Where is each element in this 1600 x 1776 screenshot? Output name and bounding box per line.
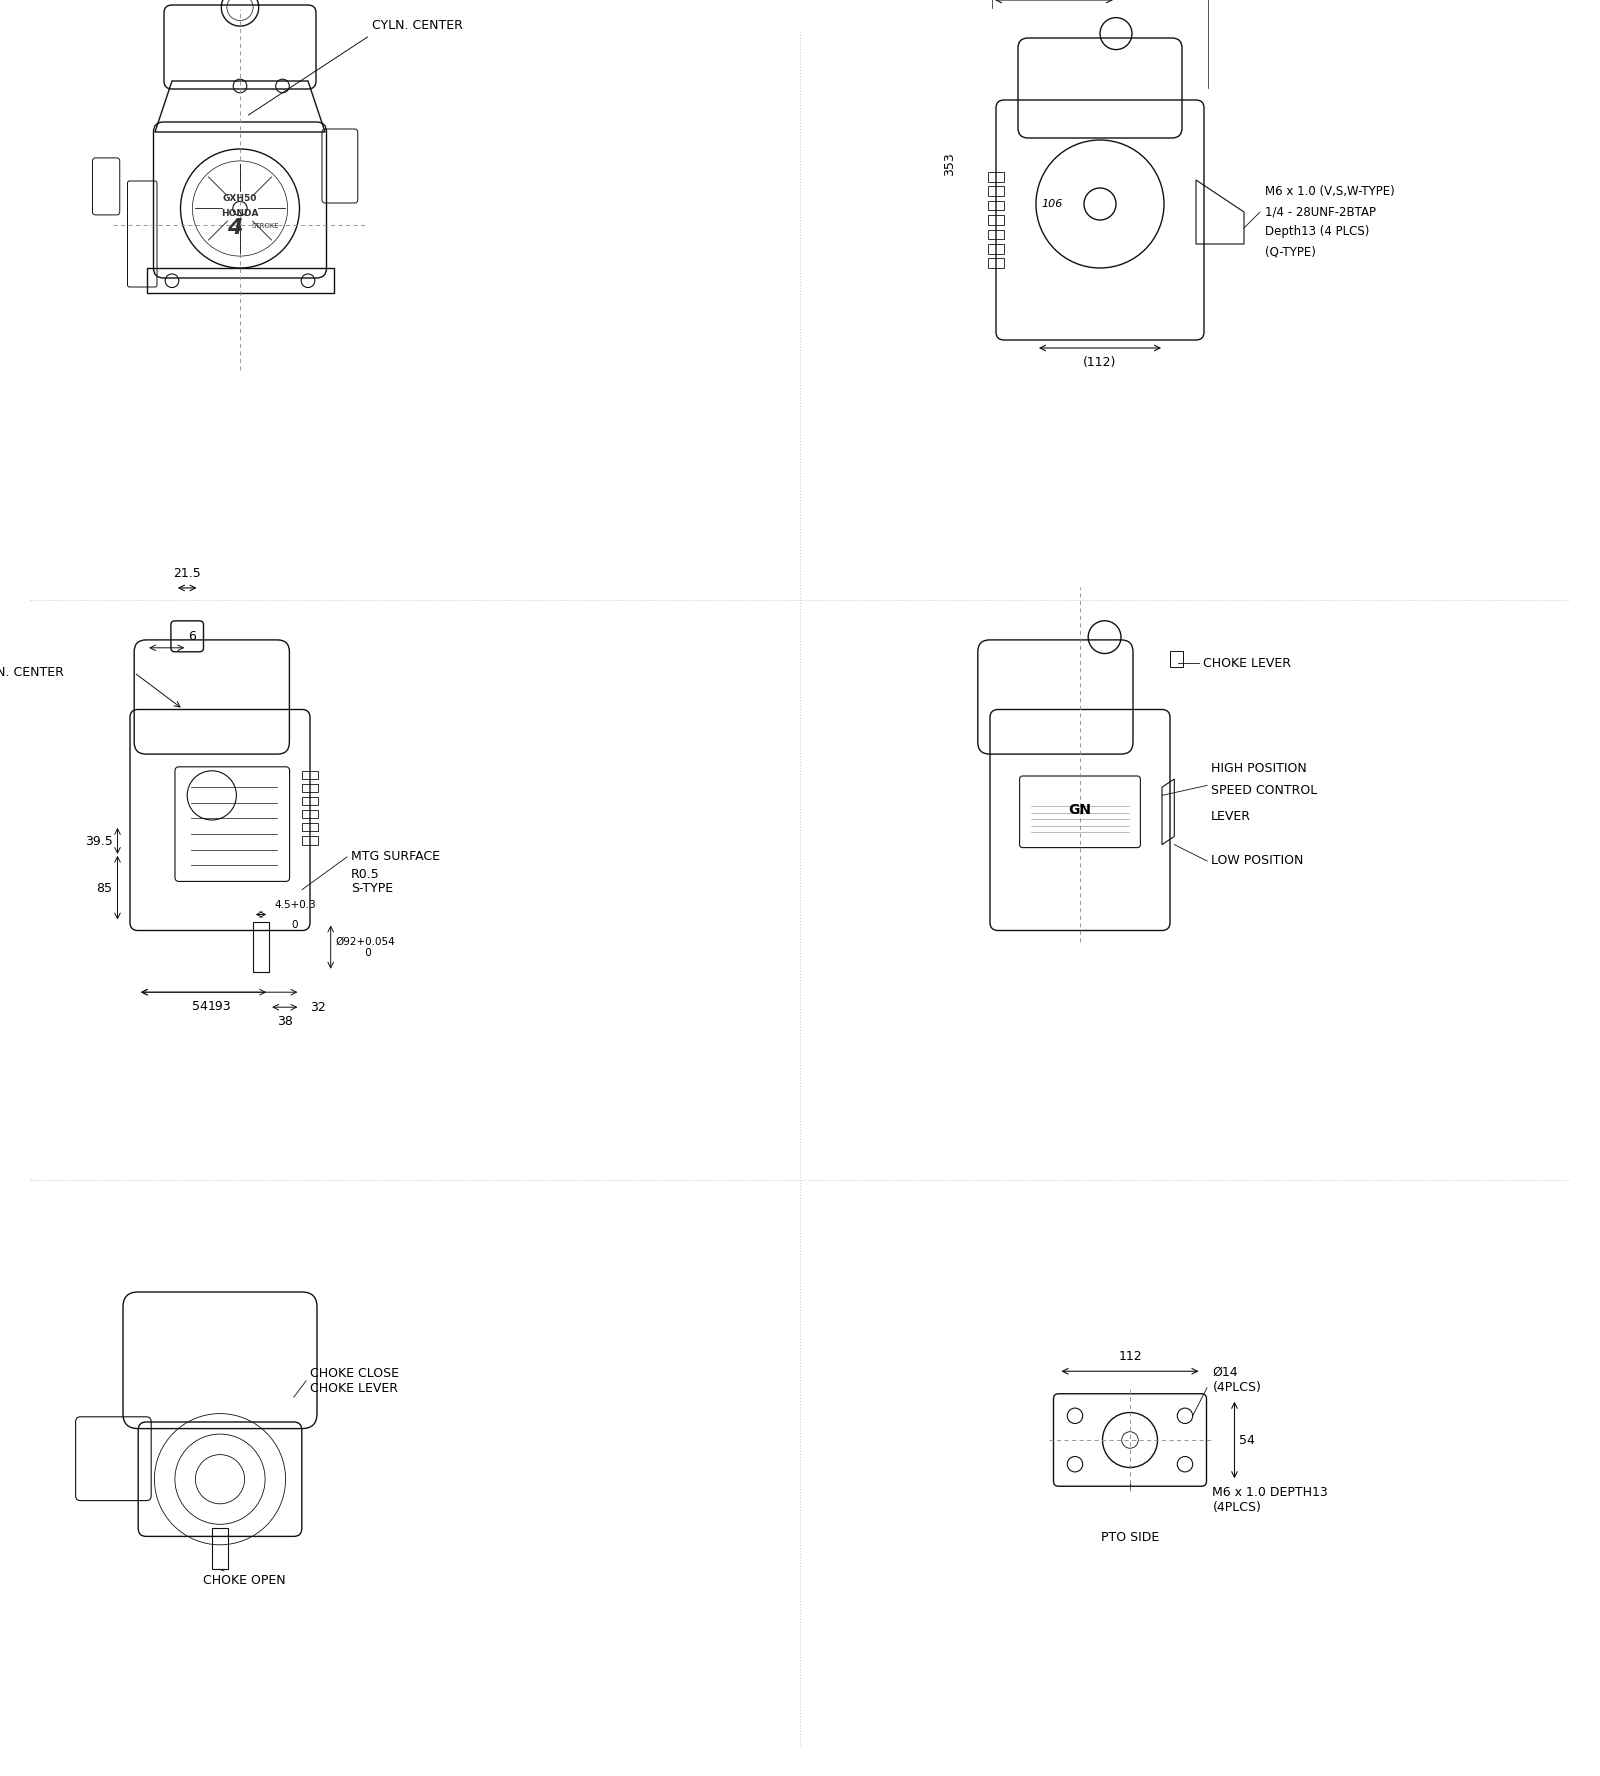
Text: LOW POSITION: LOW POSITION <box>1211 854 1304 867</box>
Text: HONDA: HONDA <box>221 210 259 218</box>
Text: 1/4 - 28UNF-2BTAP: 1/4 - 28UNF-2BTAP <box>1266 206 1376 218</box>
Text: M6 x 1.0 (V,S,W-TYPE): M6 x 1.0 (V,S,W-TYPE) <box>1266 185 1395 199</box>
Text: HIGH POSITION: HIGH POSITION <box>1211 762 1307 776</box>
Text: Ø92+0.054
         0: Ø92+0.054 0 <box>336 936 395 957</box>
Bar <box>989 201 1005 210</box>
Text: 54: 54 <box>192 1000 208 1012</box>
Text: Ø14
(4PLCS): Ø14 (4PLCS) <box>1213 1366 1261 1394</box>
Bar <box>302 824 318 831</box>
Text: 85: 85 <box>96 881 112 895</box>
Bar <box>211 1529 229 1570</box>
Bar <box>989 172 1005 181</box>
Text: R0.5
S-TYPE: R0.5 S-TYPE <box>352 867 394 895</box>
Text: LEVER: LEVER <box>1211 810 1251 824</box>
Text: (Q-TYPE): (Q-TYPE) <box>1266 245 1315 259</box>
Text: (112): (112) <box>1083 355 1117 369</box>
Bar <box>989 243 1005 254</box>
Bar <box>989 258 1005 268</box>
Text: GXH50: GXH50 <box>222 194 258 202</box>
Text: CHOKE OPEN: CHOKE OPEN <box>203 1574 286 1586</box>
Text: CHOKE LEVER: CHOKE LEVER <box>1203 657 1291 670</box>
Text: 54: 54 <box>1240 1433 1256 1446</box>
Text: 353: 353 <box>942 153 957 176</box>
Bar <box>302 810 318 819</box>
Text: 4.5+0.3: 4.5+0.3 <box>274 899 315 909</box>
Bar <box>989 186 1005 195</box>
Text: 4: 4 <box>227 218 243 238</box>
Text: CHOKE CLOSE
CHOKE LEVER: CHOKE CLOSE CHOKE LEVER <box>310 1368 400 1394</box>
Text: SPEED CONTROL: SPEED CONTROL <box>1211 783 1317 797</box>
Text: M6 x 1.0 DEPTH13
(4PLCS): M6 x 1.0 DEPTH13 (4PLCS) <box>1213 1487 1328 1515</box>
Text: 39.5: 39.5 <box>85 835 112 847</box>
Bar <box>302 771 318 780</box>
Bar <box>302 836 318 845</box>
Bar <box>989 229 1005 240</box>
Text: PTO SIDE: PTO SIDE <box>1101 1531 1158 1543</box>
Text: 193: 193 <box>208 1000 230 1012</box>
Text: 106: 106 <box>1042 199 1062 210</box>
Text: 112: 112 <box>1118 1350 1142 1364</box>
Text: 21.5: 21.5 <box>173 567 202 581</box>
Bar <box>147 268 333 293</box>
Bar <box>302 783 318 792</box>
Text: CYLN. CENTER: CYLN. CENTER <box>0 666 64 678</box>
Bar <box>253 922 269 971</box>
Text: 0: 0 <box>278 920 299 929</box>
Text: Depth13 (4 PLCS): Depth13 (4 PLCS) <box>1266 226 1370 238</box>
Text: 32: 32 <box>310 1000 326 1014</box>
Text: 6: 6 <box>189 630 197 643</box>
Text: GN: GN <box>1069 803 1091 817</box>
Text: CYLN. CENTER: CYLN. CENTER <box>373 20 464 32</box>
Text: MTG SURFACE: MTG SURFACE <box>352 851 440 863</box>
Text: 38: 38 <box>277 1016 293 1028</box>
Text: STROKE: STROKE <box>253 224 280 229</box>
Bar <box>302 797 318 805</box>
Bar <box>989 215 1005 226</box>
